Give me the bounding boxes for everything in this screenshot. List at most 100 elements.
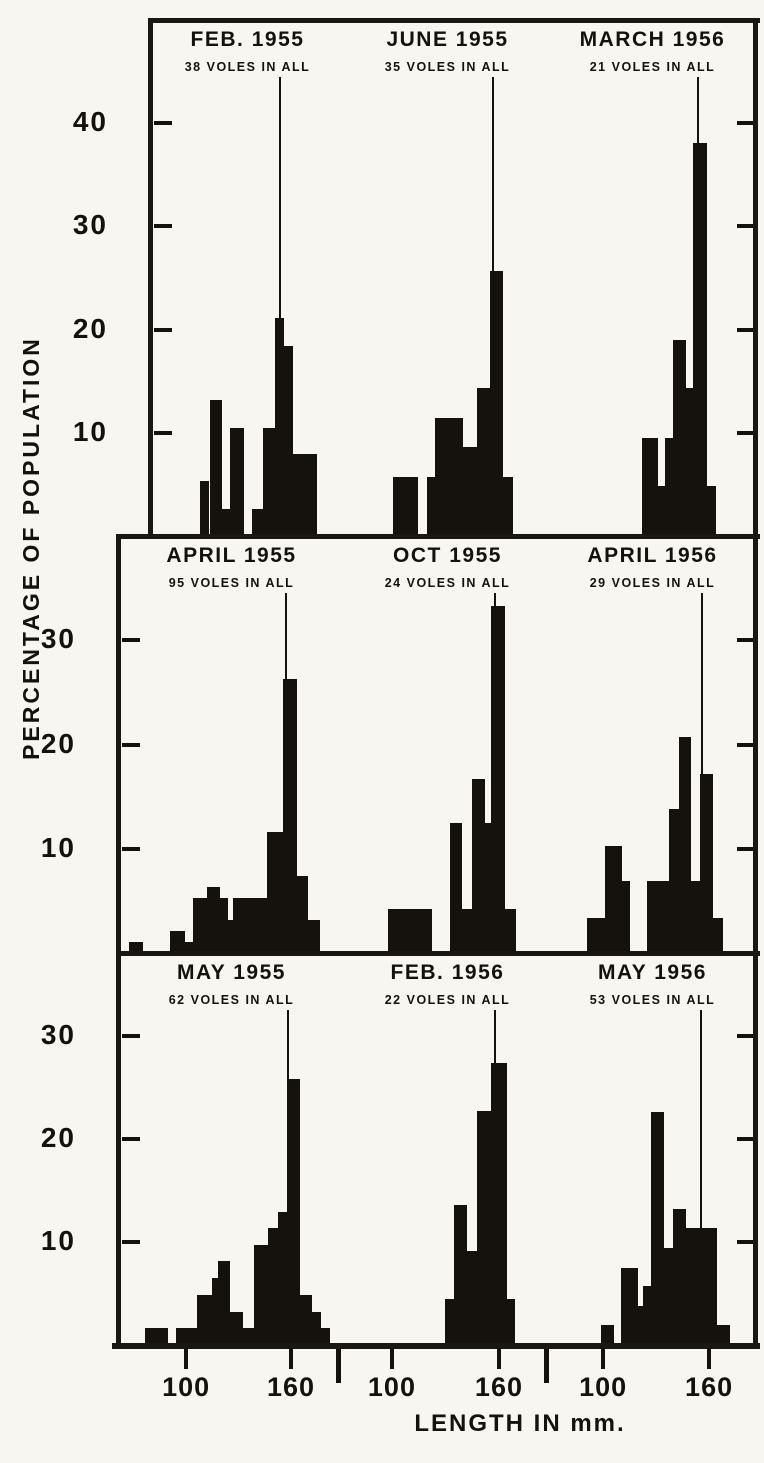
x-tick-label: 100	[162, 1372, 211, 1402]
x-tick	[389, 1349, 394, 1369]
panel-title-oct-1955: OCT 1955	[393, 544, 502, 567]
histogram-bar	[665, 437, 673, 539]
panel-subtitle-april-1955: 95 VOLES IN ALL	[168, 576, 295, 590]
histogram-bar	[650, 1111, 664, 1348]
histogram-bar	[663, 1248, 673, 1348]
histogram-bar	[673, 339, 686, 539]
histogram-bar	[658, 486, 665, 539]
panel-title-june-1955: JUNE 1955	[386, 28, 509, 51]
histogram-bar	[266, 832, 283, 956]
y-tick	[154, 121, 172, 126]
histogram-bar	[472, 778, 485, 956]
figure-border-left-rows23	[116, 534, 121, 1349]
histogram-bar	[716, 1325, 730, 1348]
histogram-bar	[392, 477, 418, 539]
panel-subtitle-june-1955: 35 VOLES IN ALL	[384, 60, 511, 74]
histogram-bar	[199, 481, 209, 539]
y-tick	[122, 846, 140, 851]
histogram-bar	[586, 917, 605, 956]
histogram-bar	[282, 678, 297, 956]
panel-title-may-1956: MAY 1956	[598, 961, 707, 984]
histogram-bar	[211, 1277, 218, 1348]
y-tick	[154, 224, 172, 229]
histogram-bar	[485, 822, 491, 956]
y-tick	[737, 121, 753, 126]
y-tick-label: 30	[72, 209, 108, 241]
y-tick	[737, 846, 753, 851]
histogram-bar	[712, 917, 723, 956]
panel-subtitle-oct-1955: 24 VOLES IN ALL	[384, 576, 511, 590]
histogram-bar	[449, 822, 463, 956]
panel-title-feb-1956: FEB. 1956	[390, 961, 505, 984]
y-tick-label: 20	[72, 312, 108, 344]
y-tick-label: 10	[40, 831, 76, 863]
histogram-bar	[477, 1110, 491, 1348]
figure-border-right	[753, 18, 758, 1349]
reference-line	[696, 77, 699, 143]
histogram-bar	[251, 509, 263, 539]
y-tick	[154, 327, 172, 332]
histogram-bar	[232, 897, 267, 956]
histogram-bar	[229, 427, 244, 539]
histogram-bar	[312, 1311, 322, 1348]
x-tick	[496, 1349, 501, 1369]
histogram-bar	[646, 881, 669, 956]
panel-title-april-1955: APRIL 1955	[166, 544, 297, 567]
panel-title-april-1956: APRIL 1956	[587, 544, 718, 567]
y-tick-label: 30	[40, 623, 76, 655]
y-tick	[737, 1239, 753, 1244]
histogram-bar	[601, 1325, 614, 1348]
histogram-bar	[388, 909, 433, 956]
histogram-bar	[307, 919, 320, 956]
histogram-bar	[502, 477, 513, 539]
panel-title-may-1955: MAY 1955	[177, 961, 286, 984]
reference-line	[284, 593, 287, 679]
histogram-bar	[668, 809, 679, 956]
histogram-bar	[253, 1244, 269, 1348]
y-tick	[122, 1136, 140, 1141]
histogram-bar	[637, 1305, 643, 1348]
histogram-bar	[296, 875, 308, 956]
histogram-bar	[490, 605, 505, 956]
y-tick-label: 20	[40, 727, 76, 759]
y-tick	[737, 1033, 753, 1038]
y-tick	[122, 1239, 140, 1244]
histogram-bar	[286, 1078, 300, 1348]
histogram-bar	[278, 1211, 288, 1348]
panel-title-feb-1955: FEB. 1955	[190, 28, 305, 51]
reference-line	[279, 77, 282, 319]
histogram-bar	[219, 897, 228, 956]
histogram-bar	[700, 773, 713, 956]
histogram-bar	[692, 142, 708, 539]
reference-line	[700, 1010, 703, 1229]
figure-border-top	[148, 18, 760, 23]
histogram-bar	[221, 509, 230, 539]
y-tick	[737, 638, 753, 643]
x-tick-label: 100	[367, 1372, 416, 1402]
histogram-bar	[184, 941, 193, 956]
panel-subtitle-feb-1956: 22 VOLES IN ALL	[384, 993, 511, 1007]
histogram-bar	[642, 437, 659, 539]
histogram-bar	[477, 388, 490, 539]
reference-line	[491, 77, 494, 271]
histogram-bar	[463, 447, 478, 539]
histogram-bar	[242, 1328, 254, 1348]
histogram-bar	[621, 881, 630, 956]
x-axis-line	[112, 1343, 760, 1349]
histogram-bar	[604, 845, 622, 956]
panel-title-march-1956: MARCH 1956	[579, 28, 726, 51]
histogram-bar	[707, 486, 717, 539]
histogram-bar	[434, 418, 464, 539]
x-tick-label: 160	[474, 1372, 523, 1402]
histogram-bar	[427, 477, 435, 539]
panel-subtitle-march-1956: 21 VOLES IN ALL	[589, 60, 716, 74]
panel-subtitle-may-1956: 53 VOLES IN ALL	[589, 993, 716, 1007]
histogram-bar	[229, 1311, 243, 1348]
histogram-bar	[283, 346, 293, 539]
y-tick	[154, 430, 172, 435]
reference-line	[287, 1010, 290, 1079]
y-tick	[122, 1033, 140, 1038]
histogram-bar	[268, 1228, 279, 1348]
histogram-bar	[192, 897, 207, 956]
